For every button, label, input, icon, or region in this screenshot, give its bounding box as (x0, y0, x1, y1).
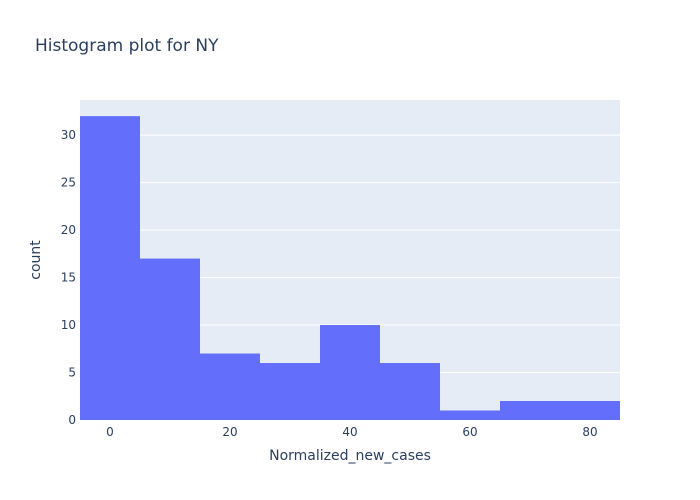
x-tick-label: 60 (462, 425, 477, 439)
y-axis-ticks: 0 5 10 15 20 25 30 (61, 128, 76, 427)
histogram-bar (80, 116, 140, 421)
x-tick-label: 20 (222, 425, 237, 439)
histogram-bars (80, 116, 620, 421)
y-tick-label: 25 (61, 176, 76, 190)
histogram-bar (200, 353, 260, 420)
histogram-bar (140, 258, 200, 420)
y-tick-label: 15 (61, 271, 76, 285)
y-tick-label: 10 (61, 318, 76, 332)
y-axis-title: count (28, 240, 44, 280)
x-tick-label: 80 (582, 425, 597, 439)
x-axis-ticks: 0 20 40 60 80 (106, 425, 597, 439)
y-tick-label: 5 (68, 366, 76, 380)
y-tick-label: 20 (61, 223, 76, 237)
y-tick-label: 30 (61, 128, 76, 142)
histogram-bar (380, 363, 440, 420)
histogram-bar (320, 325, 380, 420)
histogram-bar (500, 401, 560, 420)
x-tick-label: 40 (342, 425, 357, 439)
x-tick-label: 0 (106, 425, 114, 439)
histogram-bar (560, 401, 620, 420)
x-axis-title: Normalized_new_cases (269, 448, 431, 464)
y-tick-label: 0 (68, 413, 76, 427)
chart-title: Histogram plot for NY (35, 36, 219, 56)
histogram-bar (260, 363, 320, 420)
histogram-bar (440, 410, 500, 420)
